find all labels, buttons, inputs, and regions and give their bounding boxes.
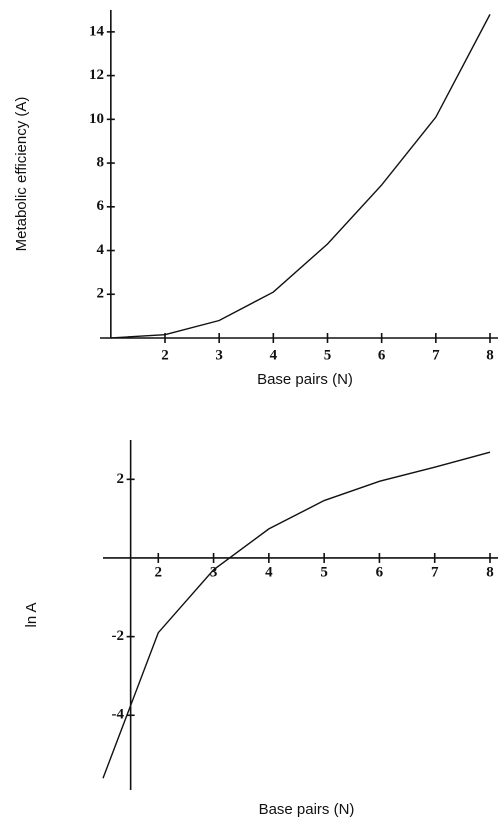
y-tick-label: 2: [117, 471, 125, 487]
x-tick-label: 3: [215, 347, 223, 363]
y-tick-label: 6: [97, 198, 105, 214]
y-tick-label: -4: [112, 707, 125, 723]
curve: [110, 14, 491, 339]
x-tick-label: 6: [376, 564, 384, 580]
y-tick-label: -2: [112, 628, 125, 644]
x-tick-label: 3: [210, 564, 218, 580]
y-tick-label: 12: [89, 67, 104, 83]
x-axis-label: Base pairs (N): [259, 801, 355, 818]
x-tick-label: 6: [378, 347, 386, 363]
y-tick-label: 10: [89, 111, 104, 127]
x-tick-label: 8: [486, 347, 494, 363]
x-tick-label: 2: [155, 564, 163, 580]
x-tick-label: 5: [324, 347, 332, 363]
y-tick-label: 14: [89, 23, 105, 39]
y-tick-label: 8: [97, 155, 105, 171]
y-tick-label: 2: [97, 286, 105, 302]
x-tick-label: 8: [486, 564, 494, 580]
y-tick-label: 4: [97, 242, 105, 258]
x-tick-label: 7: [432, 347, 440, 363]
curve: [102, 451, 491, 779]
x-tick-label: 2: [161, 347, 169, 363]
x-tick-label: 4: [265, 564, 273, 580]
y-axis-label: ln A: [23, 602, 40, 627]
x-tick-label: 5: [320, 564, 328, 580]
y-axis-label: Metabolic efficiency (A): [13, 97, 30, 252]
x-tick-label: 4: [270, 347, 278, 363]
x-axis-label: Base pairs (N): [257, 371, 353, 388]
x-tick-label: 7: [431, 564, 439, 580]
